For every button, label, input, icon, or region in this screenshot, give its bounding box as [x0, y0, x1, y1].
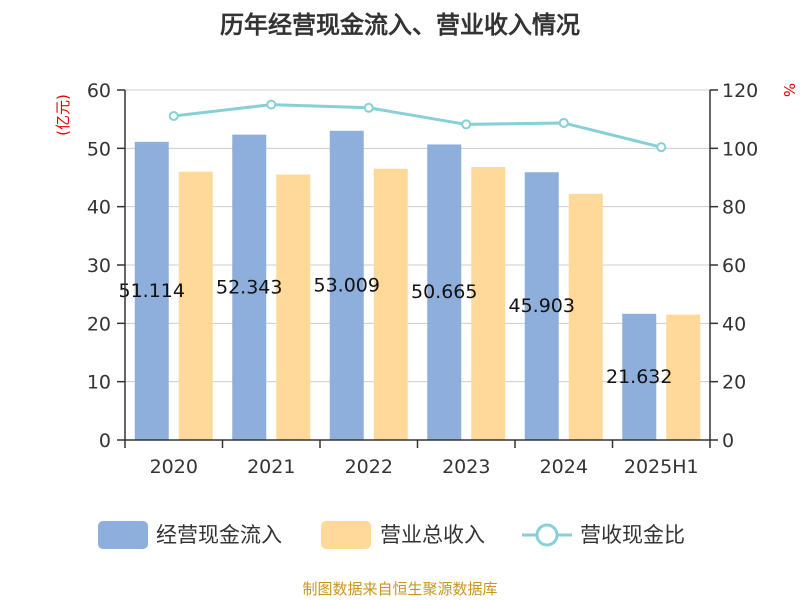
left-tick-label: 40 — [87, 197, 111, 219]
right-tick-label: 100 — [722, 138, 758, 160]
bar-value-label: 21.632 — [606, 366, 672, 388]
left-tick-label: 10 — [87, 372, 111, 394]
legend-label-ratio: 营收现金比 — [580, 523, 685, 547]
legend-swatch-ratio-marker — [535, 523, 559, 547]
ratio-point — [656, 142, 667, 153]
data-source: 制图数据来自恒生聚源数据库 — [302, 580, 497, 598]
legend: 经营现金流入 营业总收入 营收现金比 — [98, 521, 685, 549]
left-tick-label: 50 — [87, 138, 111, 160]
ratio-line-path — [173, 103, 662, 149]
ratio-point — [168, 110, 179, 121]
right-tick-label: 20 — [722, 372, 746, 394]
right-tick-label: 60 — [722, 255, 746, 277]
bar-revenue — [471, 167, 506, 440]
left-tick-label: 0 — [99, 430, 111, 452]
bar-cash-inflow — [524, 172, 559, 441]
ratio-point — [363, 102, 374, 113]
bar-revenue — [568, 193, 603, 440]
bar-revenue — [276, 174, 311, 441]
x-tick-label: 2025H1 — [624, 456, 699, 478]
bar-cash-inflow — [134, 141, 169, 440]
bar-cash-inflow — [427, 144, 462, 440]
ratio-line — [168, 99, 667, 153]
left-axis-unit: (亿元) — [54, 94, 72, 136]
bar-cash-inflow — [329, 130, 364, 441]
bar-cash-inflow — [622, 313, 657, 440]
legend-swatch-revenue — [321, 521, 371, 549]
bar-value-label: 53.009 — [314, 274, 380, 296]
bar-value-label: 52.343 — [216, 276, 282, 298]
x-tick-label: 2022 — [345, 456, 393, 478]
left-tick-label: 30 — [87, 255, 111, 277]
right-tick-label: 80 — [722, 197, 746, 219]
grid-lines — [125, 89, 710, 383]
ratio-point — [461, 119, 472, 130]
right-axis-ticks: 0 20 40 60 80 100 120 — [710, 80, 758, 452]
legend-label-revenue: 营业总收入 — [380, 523, 485, 547]
bars — [134, 130, 701, 441]
bar-value-label: 51.114 — [119, 280, 185, 302]
x-tick-label: 2024 — [540, 456, 588, 478]
x-tick-label: 2020 — [150, 456, 198, 478]
bar-value-label: 45.903 — [509, 295, 575, 317]
bar-cash-inflow — [232, 134, 267, 440]
chart-title: 历年经营现金流入、营业收入情况 — [220, 11, 580, 39]
x-axis-ticks: 2020 2021 2022 2023 2024 2025H1 — [124, 440, 711, 478]
bar-revenue — [373, 168, 408, 440]
x-tick-label: 2023 — [442, 456, 490, 478]
bar-revenue — [666, 314, 701, 440]
right-tick-label: 0 — [722, 430, 734, 452]
left-tick-label: 60 — [87, 80, 111, 102]
bar-value-label: 50.665 — [411, 281, 477, 303]
bar-labels: 51.114 52.343 53.009 50.665 45.903 21.632 — [119, 274, 673, 388]
bar-revenue — [178, 171, 213, 440]
left-tick-label: 20 — [87, 313, 111, 335]
right-tick-label: 40 — [722, 313, 746, 335]
legend-label-cash-inflow: 经营现金流入 — [156, 523, 282, 547]
right-tick-label: 120 — [722, 80, 758, 102]
legend-swatch-cash-inflow — [98, 521, 148, 549]
right-axis-unit: % — [780, 83, 798, 97]
ratio-point — [266, 99, 277, 110]
ratio-point — [558, 117, 569, 128]
left-axis-ticks: 0 10 20 30 40 50 60 — [87, 80, 125, 452]
x-tick-label: 2021 — [247, 456, 295, 478]
